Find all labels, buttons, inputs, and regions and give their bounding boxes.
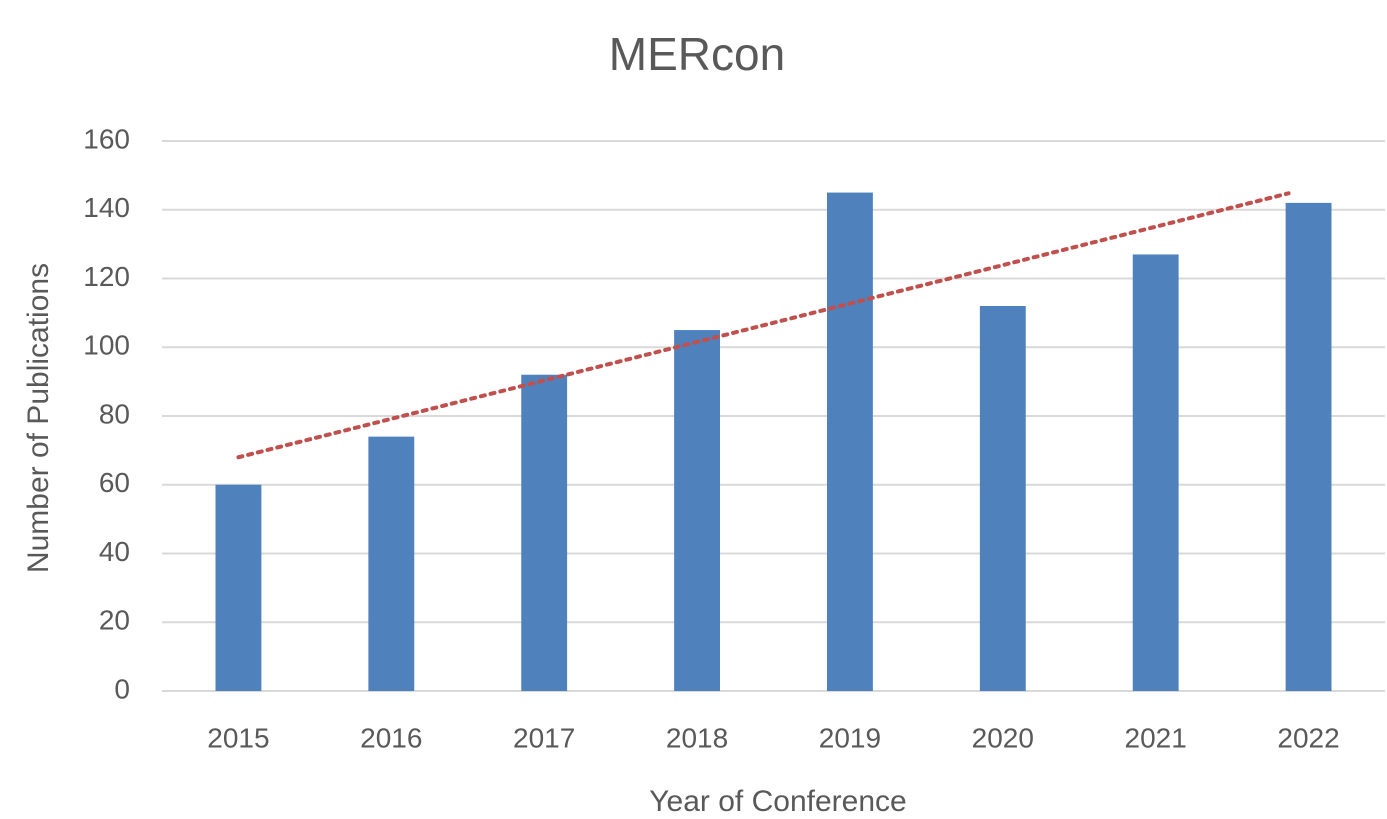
bar: [827, 192, 873, 691]
y-tick-label: 0: [114, 673, 130, 704]
x-tick-label: 2020: [972, 722, 1034, 753]
x-tick-label: 2015: [207, 722, 269, 753]
y-tick-label: 120: [83, 261, 130, 292]
y-tick-label: 100: [83, 330, 130, 361]
bar: [368, 436, 415, 691]
x-axis-title: Year of Conference: [649, 785, 906, 818]
trendline: [236, 191, 1291, 460]
x-tick-label: 2016: [360, 722, 422, 753]
chart-title: MERcon: [609, 28, 785, 80]
x-tick-label: 2018: [666, 722, 728, 753]
bar: [1132, 254, 1179, 691]
y-tick-label: 40: [99, 536, 130, 567]
y-tick-label: 160: [83, 123, 130, 154]
y-tick-label: 60: [99, 467, 130, 498]
bar: [521, 374, 568, 691]
bar: [979, 306, 1026, 691]
y-tick-label: 140: [83, 192, 130, 223]
y-tick-label: 80: [99, 398, 130, 429]
bar: [674, 330, 720, 691]
bar: [1285, 202, 1332, 691]
x-tick-label: 2019: [819, 722, 881, 753]
x-tick-label: 2021: [1125, 722, 1187, 753]
x-tick-label: 2022: [1277, 722, 1339, 753]
y-tick-label: 20: [99, 605, 130, 636]
bar: [215, 484, 262, 691]
x-tick-label: 2017: [513, 722, 575, 753]
y-axis-title: Number of Publications: [22, 263, 55, 573]
